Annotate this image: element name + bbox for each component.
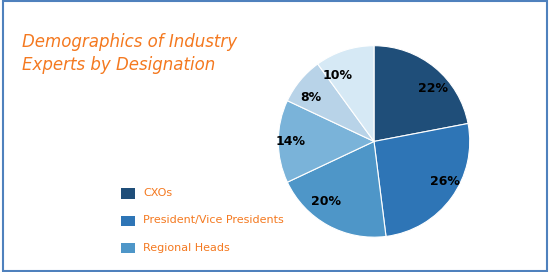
Wedge shape: [374, 123, 470, 236]
Text: 14%: 14%: [275, 135, 305, 148]
Text: 26%: 26%: [430, 175, 460, 188]
Bar: [121, 188, 135, 199]
Wedge shape: [287, 141, 386, 237]
Bar: [121, 215, 135, 226]
Text: 10%: 10%: [323, 69, 353, 82]
Wedge shape: [278, 101, 374, 182]
Wedge shape: [318, 46, 374, 141]
Text: 8%: 8%: [300, 91, 321, 104]
Text: CXOs: CXOs: [143, 188, 172, 198]
Text: Demographics of Industry
Experts by Designation: Demographics of Industry Experts by Desi…: [22, 33, 237, 74]
Wedge shape: [374, 46, 468, 141]
Bar: [121, 243, 135, 253]
Wedge shape: [287, 64, 374, 141]
Text: 22%: 22%: [418, 82, 448, 95]
Text: Regional Heads: Regional Heads: [143, 243, 230, 252]
Text: 20%: 20%: [311, 195, 341, 208]
Text: President/Vice Presidents: President/Vice Presidents: [143, 215, 284, 225]
